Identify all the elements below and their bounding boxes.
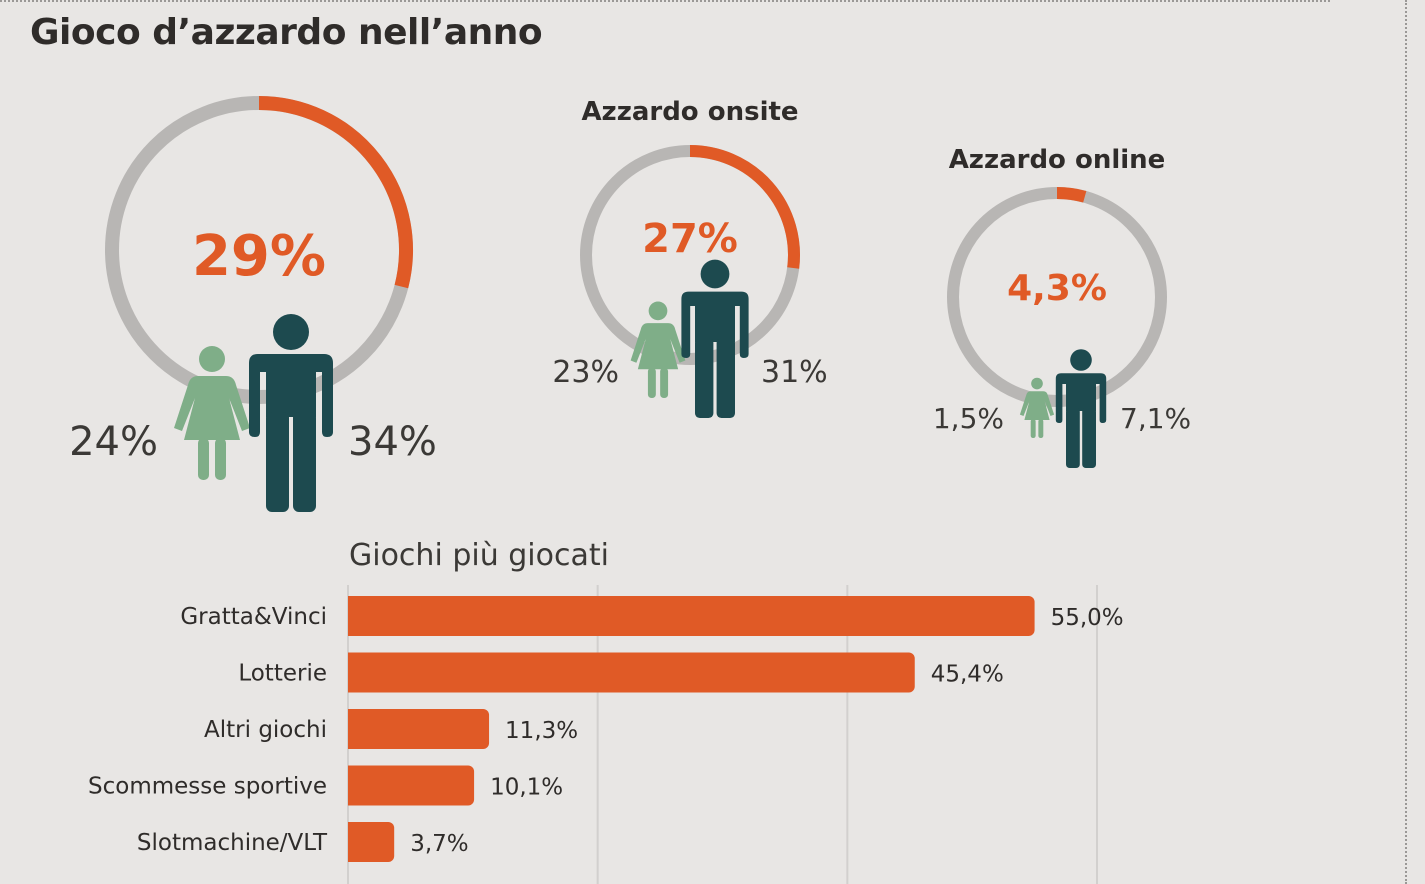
- female-figure-icon: [174, 346, 250, 480]
- male-figure-icon: [681, 259, 749, 418]
- category-label: Altri giochi: [204, 717, 327, 743]
- ring-title: Azzardo online: [949, 145, 1166, 175]
- female-percentage: 23%: [552, 355, 619, 390]
- value-label: 11,3%: [505, 718, 578, 744]
- bar: [348, 709, 490, 749]
- female-percentage: 24%: [69, 419, 158, 465]
- female-figure-icon: [1019, 377, 1055, 438]
- category-label: Scommesse sportive: [88, 774, 327, 800]
- top-dotted-rule: [0, 0, 1330, 4]
- male-figure-icon: [249, 314, 333, 512]
- male-percentage: 31%: [761, 355, 828, 390]
- bar-base: [348, 765, 356, 806]
- ring-gauge: Azzardo online 4,3% 1,5% 7,1%: [933, 145, 1191, 468]
- category-label: Gratta&Vinci: [180, 604, 327, 630]
- ring-fill: [258, 96, 413, 289]
- ring-fill: [1056, 187, 1087, 203]
- value-label: 55,0%: [1051, 605, 1124, 631]
- bar: [348, 596, 1035, 636]
- bar-base: [348, 822, 356, 862]
- total-percentage: 4,3%: [1007, 268, 1107, 309]
- male-percentage: 34%: [348, 419, 437, 465]
- page-title: Gioco d’azzardo nell’anno: [30, 12, 543, 53]
- value-label: 45,4%: [931, 662, 1004, 688]
- bar-base: [348, 596, 356, 636]
- bar: [348, 765, 475, 806]
- chart-title: Giochi più giocati: [349, 538, 609, 573]
- bar: [348, 822, 395, 862]
- total-percentage: 27%: [642, 216, 738, 262]
- male-percentage: 7,1%: [1120, 402, 1191, 435]
- value-label: 3,7%: [410, 831, 468, 857]
- bar-chart: Giochi più giocati Gratta&Vinci 55,0% Lotte…: [88, 538, 1124, 884]
- value-label: 10,1%: [490, 775, 563, 801]
- ring-fill: [689, 145, 800, 269]
- ring-gauge: 29% 24% 34%: [69, 96, 437, 512]
- female-percentage: 1,5%: [933, 402, 1004, 435]
- category-label: Lotterie: [238, 661, 327, 687]
- category-label: Slotmachine/VLT: [137, 830, 328, 856]
- male-figure-icon: [1055, 349, 1107, 468]
- bar: [348, 652, 915, 693]
- bar-base: [348, 709, 356, 749]
- ring-title: Azzardo onsite: [581, 97, 798, 127]
- female-figure-icon: [630, 301, 686, 398]
- bar-base: [348, 652, 356, 693]
- ring-gauge: Azzardo onsite 27% 23% 31%: [552, 97, 828, 418]
- side-dotted-rule: [1405, 0, 1408, 884]
- total-percentage: 29%: [192, 224, 326, 289]
